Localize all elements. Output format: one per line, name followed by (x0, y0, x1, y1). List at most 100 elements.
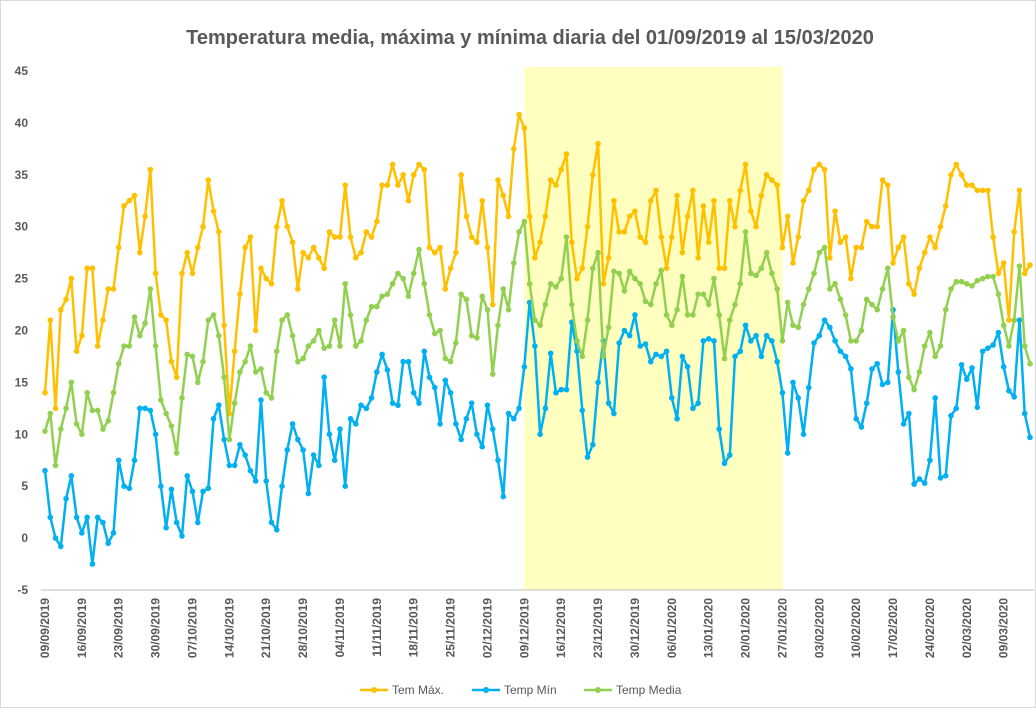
point (711, 197, 717, 204)
point (252, 369, 259, 375)
point (779, 338, 786, 344)
point (68, 379, 75, 386)
point (316, 462, 322, 469)
point (226, 436, 233, 443)
point (384, 367, 391, 373)
point (510, 260, 517, 266)
point (131, 314, 138, 320)
point (716, 426, 723, 432)
y-tick-label: 30 (15, 220, 29, 234)
point (105, 286, 112, 292)
point (395, 402, 401, 409)
point (979, 348, 986, 355)
point (374, 303, 380, 310)
point (821, 244, 828, 251)
point (790, 260, 796, 266)
point (563, 151, 570, 157)
point (521, 218, 528, 225)
point (942, 203, 949, 209)
point (268, 280, 275, 287)
point (663, 348, 670, 355)
point (489, 301, 496, 308)
point (642, 239, 649, 246)
x-tick-label: 04/11/2019 (333, 598, 347, 658)
x-tick-label: 02/03/2020 (960, 598, 974, 658)
point (231, 348, 238, 355)
point (216, 402, 222, 409)
point (115, 457, 122, 464)
point (669, 395, 675, 401)
point (100, 426, 106, 432)
point (184, 351, 191, 358)
point (774, 358, 780, 365)
point (479, 293, 485, 300)
y-tick-label: 5 (21, 479, 28, 493)
point (421, 280, 428, 287)
point (426, 312, 433, 318)
point (179, 395, 185, 401)
point (626, 213, 633, 220)
point (811, 166, 817, 173)
point (163, 317, 169, 323)
point (474, 334, 480, 341)
y-tick-label: 0 (21, 531, 28, 545)
point (137, 249, 143, 256)
y-tick-label: 15 (15, 375, 29, 389)
point (142, 320, 148, 327)
point (711, 275, 717, 282)
point (137, 332, 143, 339)
point (890, 260, 896, 266)
point (758, 353, 765, 360)
point (795, 234, 802, 240)
point (879, 381, 886, 388)
point (510, 415, 517, 422)
point (94, 407, 101, 414)
x-tick-label: 06/01/2020 (665, 598, 679, 658)
point (621, 327, 628, 334)
point (721, 265, 728, 272)
point (969, 182, 975, 188)
point (337, 426, 343, 432)
point (763, 172, 770, 178)
point (295, 286, 301, 292)
point (173, 374, 180, 381)
point (500, 286, 507, 292)
point (237, 369, 243, 375)
point (927, 329, 933, 336)
point (337, 234, 343, 240)
point (932, 353, 938, 360)
point (147, 166, 154, 173)
point (647, 197, 654, 204)
point (363, 317, 370, 323)
x-tick-label: 23/09/2019 (112, 598, 126, 658)
point (521, 125, 528, 131)
point (758, 265, 765, 272)
point (679, 273, 686, 280)
point (1000, 260, 1007, 266)
point (258, 366, 264, 372)
point (210, 415, 217, 422)
point (632, 312, 638, 318)
x-tick-label: 09/03/2020 (997, 598, 1011, 658)
point (547, 280, 554, 287)
point (1027, 434, 1033, 441)
point (1021, 270, 1028, 277)
point (100, 519, 106, 526)
point (431, 249, 438, 256)
point (347, 312, 354, 318)
point (258, 397, 264, 403)
point (684, 312, 691, 318)
point (753, 332, 759, 339)
point (700, 203, 707, 209)
point (526, 213, 533, 220)
point (958, 361, 965, 368)
point (637, 343, 644, 349)
point (832, 280, 838, 287)
point (732, 301, 738, 308)
x-tick-label: 14/10/2019 (222, 598, 236, 658)
point (147, 407, 154, 414)
point (410, 389, 417, 396)
point (568, 239, 575, 246)
point (305, 255, 312, 261)
point (263, 389, 270, 396)
